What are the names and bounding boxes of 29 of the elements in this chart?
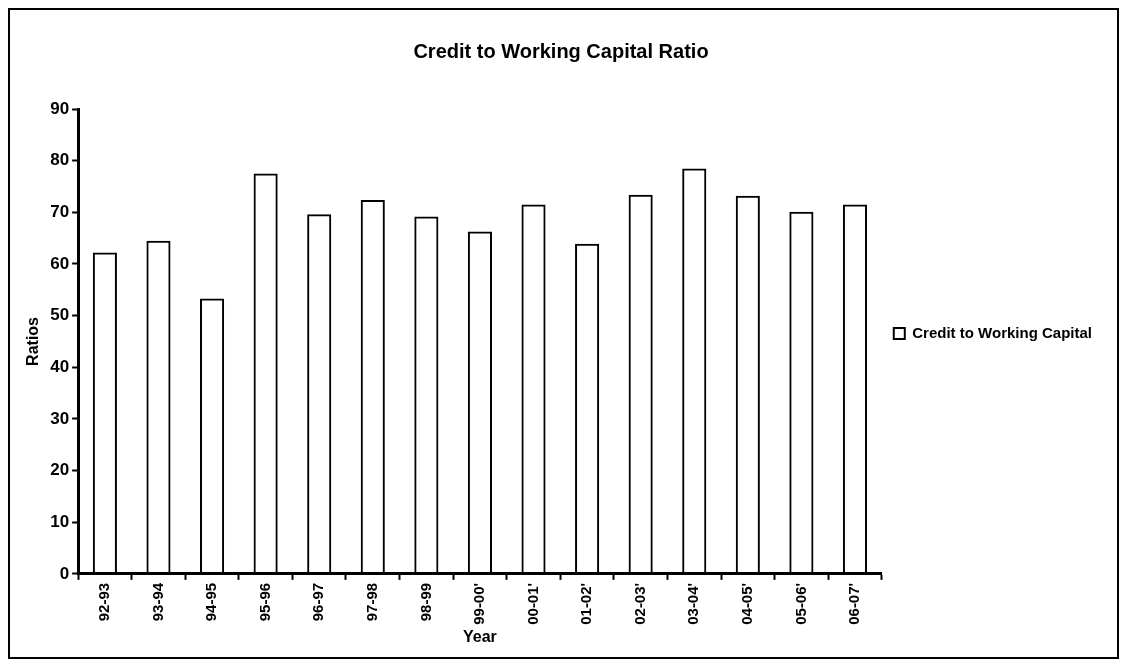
x-tick-label: 97-98	[362, 582, 380, 622]
chart-title: Credit to Working Capital Ratio	[413, 39, 709, 62]
x-tick-label: 94-95	[202, 582, 220, 622]
x-tick-label: 05-06'	[791, 582, 809, 625]
y-tick-label: 0	[59, 563, 70, 583]
x-tick-label: 01-02'	[577, 582, 595, 625]
y-axis-title: Ratios	[24, 316, 42, 366]
legend-label: Credit to Working Capital	[912, 323, 1093, 341]
y-tick-label: 70	[50, 201, 70, 221]
x-tick-label: 03-04'	[684, 582, 702, 625]
x-tick-label: 04-05'	[737, 582, 755, 625]
x-tick-label: 98-99	[416, 582, 434, 622]
x-tick-label: 93-94	[148, 582, 166, 622]
y-tick-label: 60	[50, 253, 70, 273]
x-tick-label: 00-01'	[523, 582, 541, 625]
y-tick-label: 10	[50, 511, 70, 531]
x-tick-label: 06-07'	[845, 582, 863, 625]
y-tick-label: 20	[50, 460, 70, 480]
y-tick-label: 90	[50, 98, 70, 118]
x-tick-label: 95-96	[255, 582, 273, 622]
x-tick-label: 96-97	[309, 582, 327, 622]
x-axis-title: Year	[463, 627, 497, 645]
y-tick-label: 80	[50, 150, 70, 170]
y-tick-label: 30	[50, 408, 70, 428]
x-tick-label: 99-00'	[470, 582, 488, 625]
x-tick-label: 92-93	[95, 582, 113, 622]
y-tick-label: 40	[50, 356, 70, 376]
y-tick-label: 50	[50, 305, 70, 325]
x-tick-label: 02-03'	[630, 582, 648, 625]
